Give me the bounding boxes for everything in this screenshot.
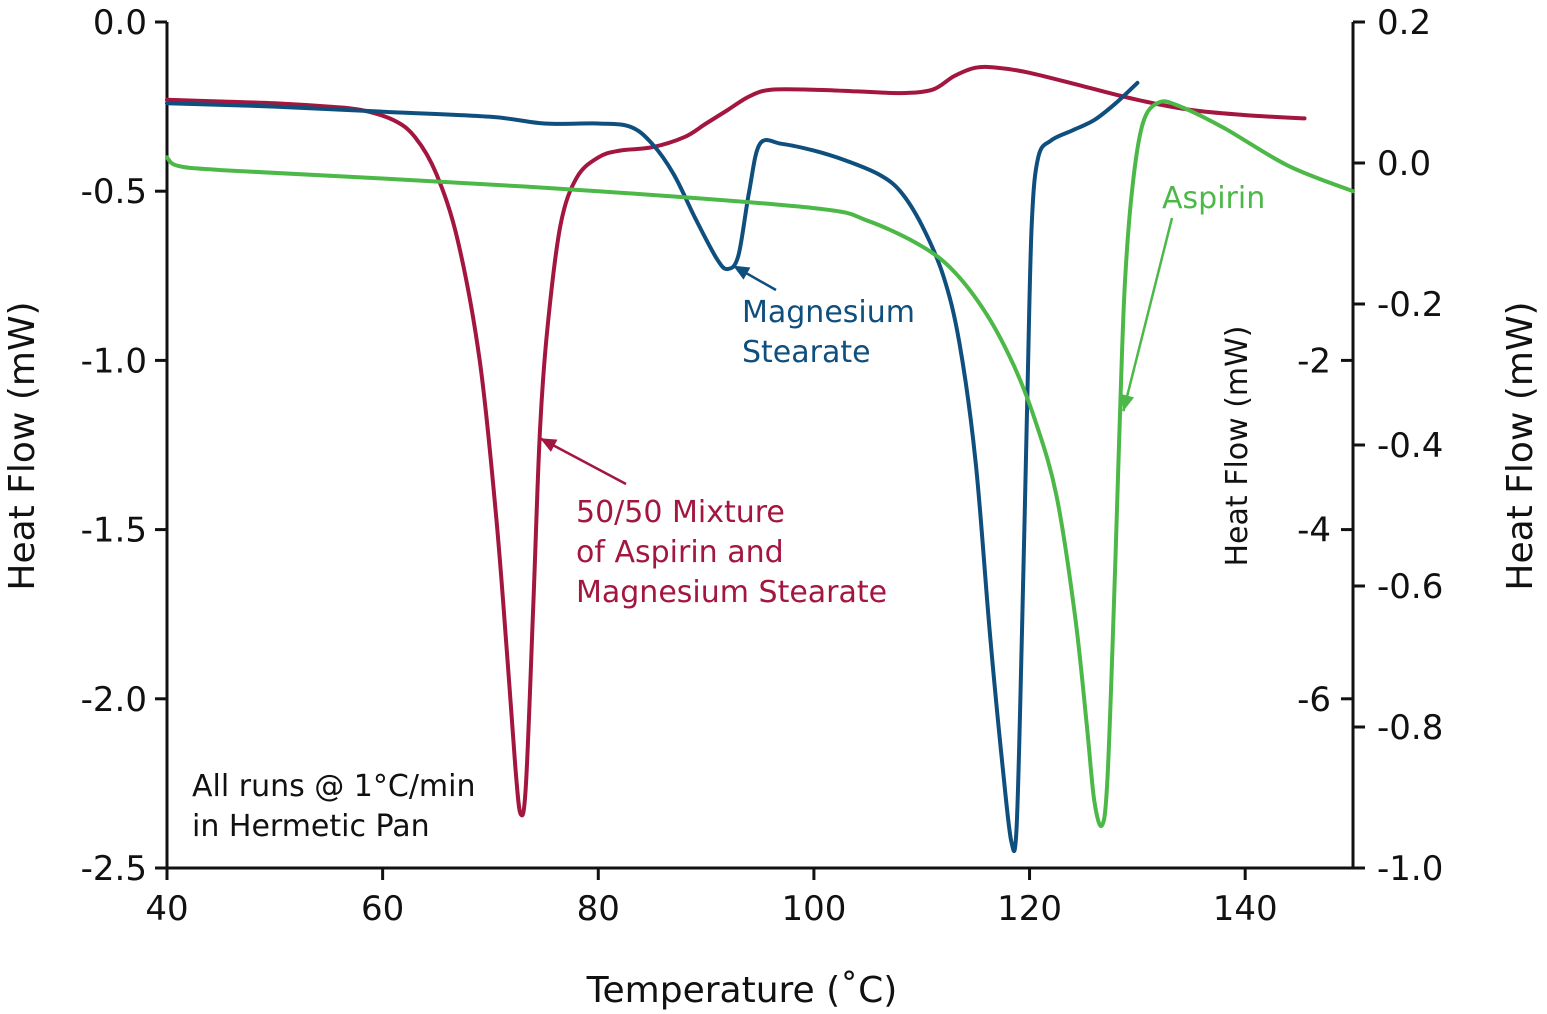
x-tick-label: 60 <box>361 889 404 929</box>
mixture-label-line: 50/50 Mixture <box>576 495 785 530</box>
outer-right-y-tick-label: -0.6 <box>1377 567 1443 607</box>
x-tick-label: 40 <box>145 889 188 929</box>
left-y-tick-label: -1.0 <box>81 341 147 381</box>
mixture-label-arrow-head <box>540 438 558 452</box>
left-y-tick-label: -1.5 <box>81 511 147 551</box>
left-axis-title: Heat Flow (mW) <box>2 301 43 590</box>
run-conditions-note-line: All runs @ 1°C/min <box>192 769 476 804</box>
left-y-tick-label: 0.0 <box>93 3 147 43</box>
outer-right-y-tick-label: -1.0 <box>1377 849 1443 889</box>
magnesium-stearate-label-line: Magnesium <box>742 295 915 330</box>
mixture-label-line: of Aspirin and <box>576 535 784 570</box>
aspirin-label-arrow-head <box>1120 393 1135 412</box>
left-y-tick-label: -0.5 <box>81 172 147 212</box>
left-y-tick-label: -2.5 <box>81 849 147 889</box>
series-lines <box>165 64 1355 854</box>
outer-right-y-tick-label: -0.8 <box>1377 708 1443 748</box>
x-tick-label: 100 <box>781 889 846 929</box>
series-line-magnesium-stearate <box>165 80 1140 854</box>
aspirin-label-arrow-line <box>1122 217 1174 412</box>
outer-right-y-tick-label: -0.4 <box>1377 426 1443 466</box>
x-tick-label: 140 <box>1213 889 1278 929</box>
x-tick-label: 80 <box>577 889 620 929</box>
outer-right-axis-title: Heat Flow (mW) <box>1500 301 1541 590</box>
annotations: Magnesium Stearate 50/50 Mixture of Aspirin… <box>192 181 1265 844</box>
series-line-aspirin <box>165 99 1355 829</box>
outer-right-y-tick-label: 0.2 <box>1377 3 1431 43</box>
outer-right-y-tick-label: -0.2 <box>1377 285 1443 325</box>
aspirin-label-line: Aspirin <box>1162 181 1265 216</box>
magnesium-stearate-label-line: Stearate <box>742 335 871 370</box>
mixture-label-line: Magnesium Stearate <box>576 575 887 610</box>
magnesium-stearate-label-arrow-head <box>733 265 751 280</box>
inner-right-y-tick-label: -4 <box>1297 511 1331 551</box>
x-tick-label: 120 <box>997 889 1062 929</box>
inner-right-y-tick-label: -2 <box>1297 341 1331 381</box>
inner-right-axis-title: Heat Flow (mW) <box>1220 325 1255 566</box>
run-conditions-note-line: in Hermetic Pan <box>192 809 430 844</box>
axes: 40 60 80 100 120 140 0.0 -0.5 -1.0 -1.5 -2.0 -2.5 -2… <box>81 3 1444 929</box>
outer-right-y-tick-label: 0.0 <box>1377 144 1431 184</box>
mixture-label-arrow-line <box>539 437 627 486</box>
x-axis-title: Temperature (˚C) <box>586 970 898 1011</box>
left-y-tick-label: -2.0 <box>81 680 147 720</box>
inner-right-y-tick-label: -6 <box>1297 680 1331 720</box>
